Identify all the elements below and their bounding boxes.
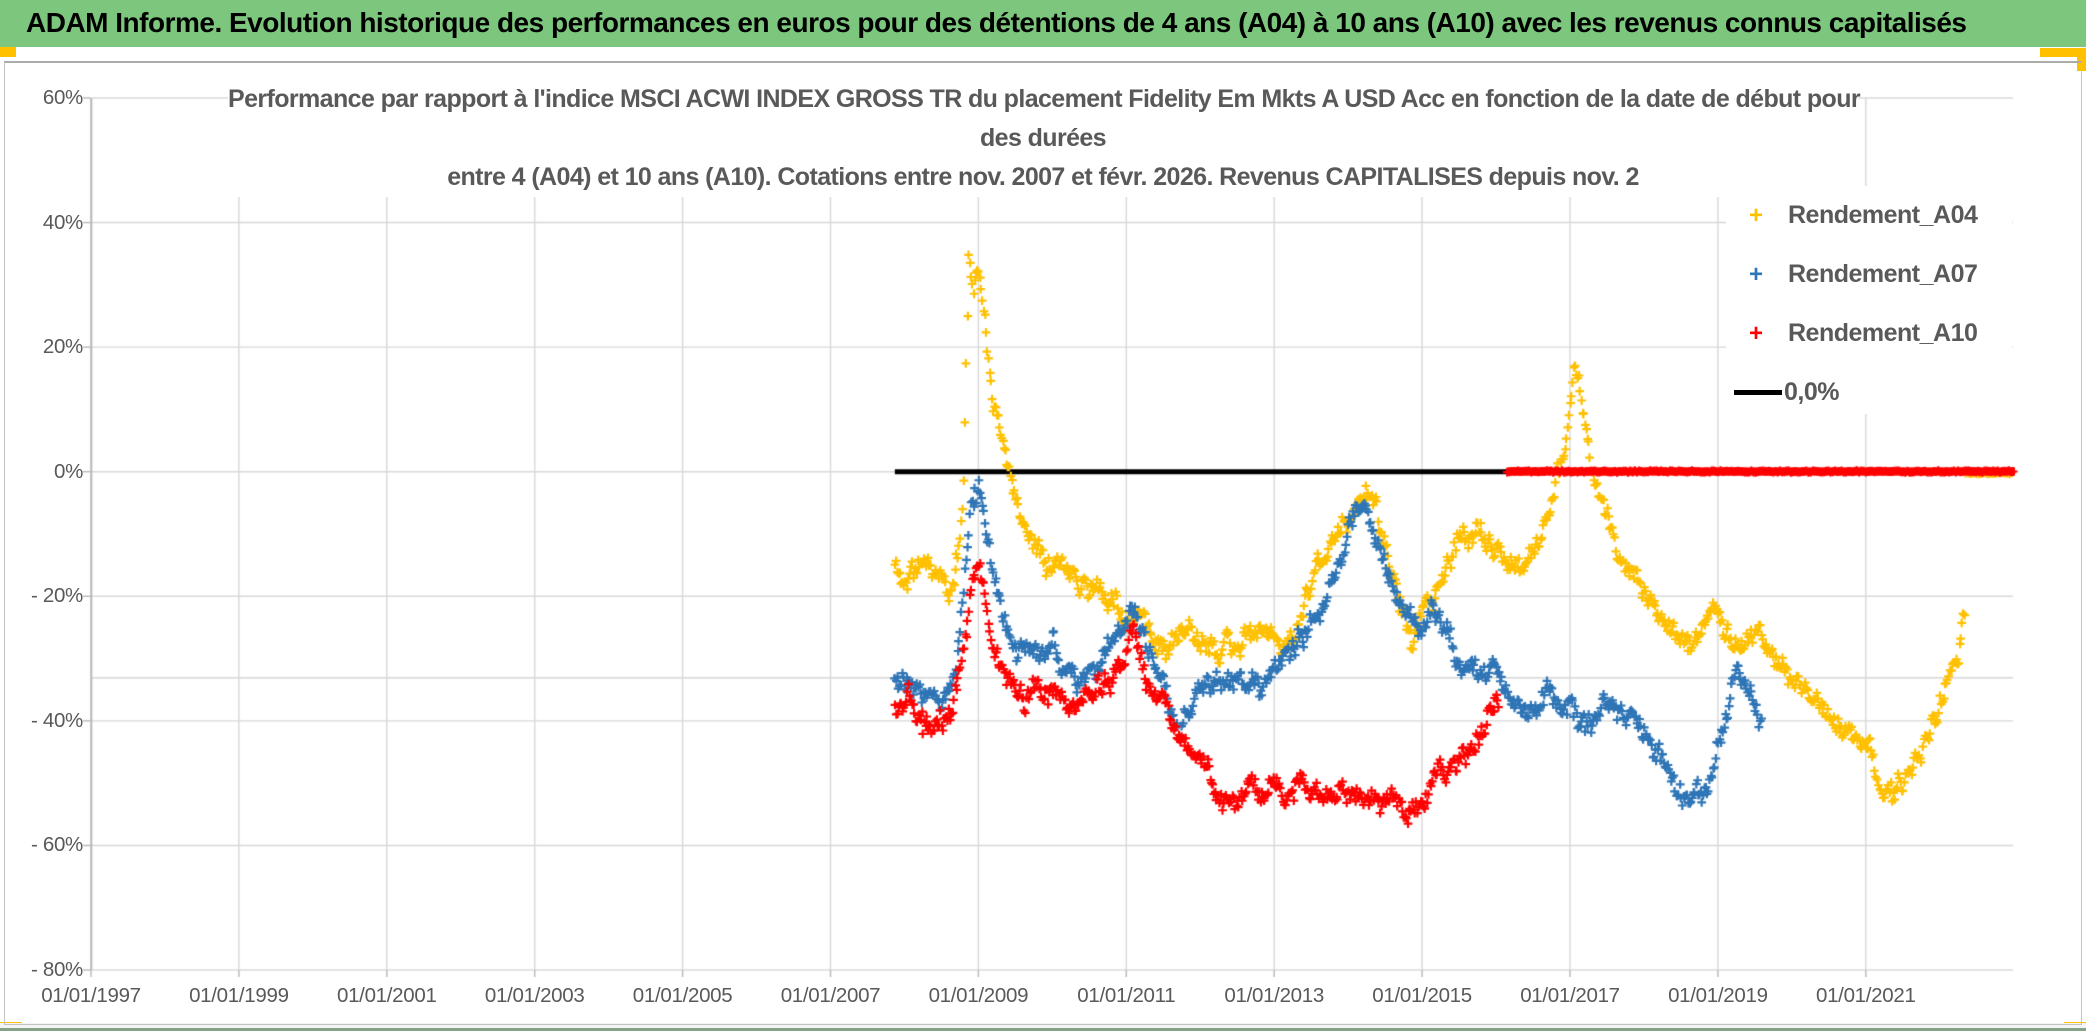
legend-item-rendement-a07[interactable]: + Rendement_A07 (1726, 245, 2012, 304)
legend-item-rendement-a04[interactable]: + Rendement_A04 (1726, 186, 2012, 245)
y-tick-label: 60% (42, 85, 83, 109)
x-tick-label: 01/01/2003 (484, 984, 585, 1007)
x-tick-label: 01/01/1999 (189, 984, 289, 1007)
x-tick-label: 01/01/2019 (1668, 984, 1768, 1007)
x-tick-label: 01/01/2007 (780, 984, 881, 1007)
x-tick-label: 01/01/2001 (336, 984, 437, 1007)
legend-label: Rendement_A07 (1788, 260, 1978, 288)
chart-title[interactable]: Performance par rapport à l'indice MSCI … (228, 70, 1861, 197)
legend-label: Rendement_A10 (1788, 319, 1978, 347)
chart-title-line1: Performance par rapport à l'indice MSCI … (228, 85, 1861, 113)
x-tick-label: 01/01/2011 (1077, 984, 1176, 1007)
x-tick-label: 01/01/1997 (41, 984, 141, 1007)
y-tick-label: - 60% (30, 833, 83, 857)
y-tick-label: - 40% (30, 708, 83, 732)
legend[interactable]: + Rendement_A04 + Rendement_A07 + Rendement_A… (1726, 186, 2012, 414)
x-tick-label: 01/01/2005 (632, 984, 733, 1007)
y-tick-label: 40% (42, 210, 83, 234)
plus-marker-icon: + (1748, 319, 1763, 347)
chart-title-line2: des durées (979, 124, 1107, 152)
x-tick-label: 01/01/2009 (928, 984, 1029, 1007)
x-tick-label: 01/01/2013 (1224, 984, 1324, 1007)
legend-label: 0,0% (1784, 378, 1839, 406)
y-tick-label: - 80% (30, 958, 83, 982)
x-tick-label: 01/01/2017 (1520, 984, 1620, 1007)
x-tick-label: 01/01/2015 (1372, 984, 1472, 1007)
y-tick-label: 0% (53, 459, 83, 483)
legend-label: Rendement_A04 (1788, 201, 1978, 229)
legend-item-rendement-a10[interactable]: + Rendement_A10 (1726, 304, 2012, 363)
line-marker-icon (1734, 390, 1782, 395)
x-tick-label: 01/01/2021 (1815, 984, 1916, 1007)
chart-title-line3: entre 4 (A04) et 10 ans (A10). Cotations… (447, 163, 1639, 191)
y-tick-label: - 20% (30, 584, 83, 608)
y-tick-label: 20% (42, 335, 83, 359)
plus-marker-icon: + (1748, 260, 1763, 288)
legend-item-0-0-[interactable]: 0,0% (1726, 363, 2012, 422)
plus-marker-icon: + (1748, 201, 1763, 229)
